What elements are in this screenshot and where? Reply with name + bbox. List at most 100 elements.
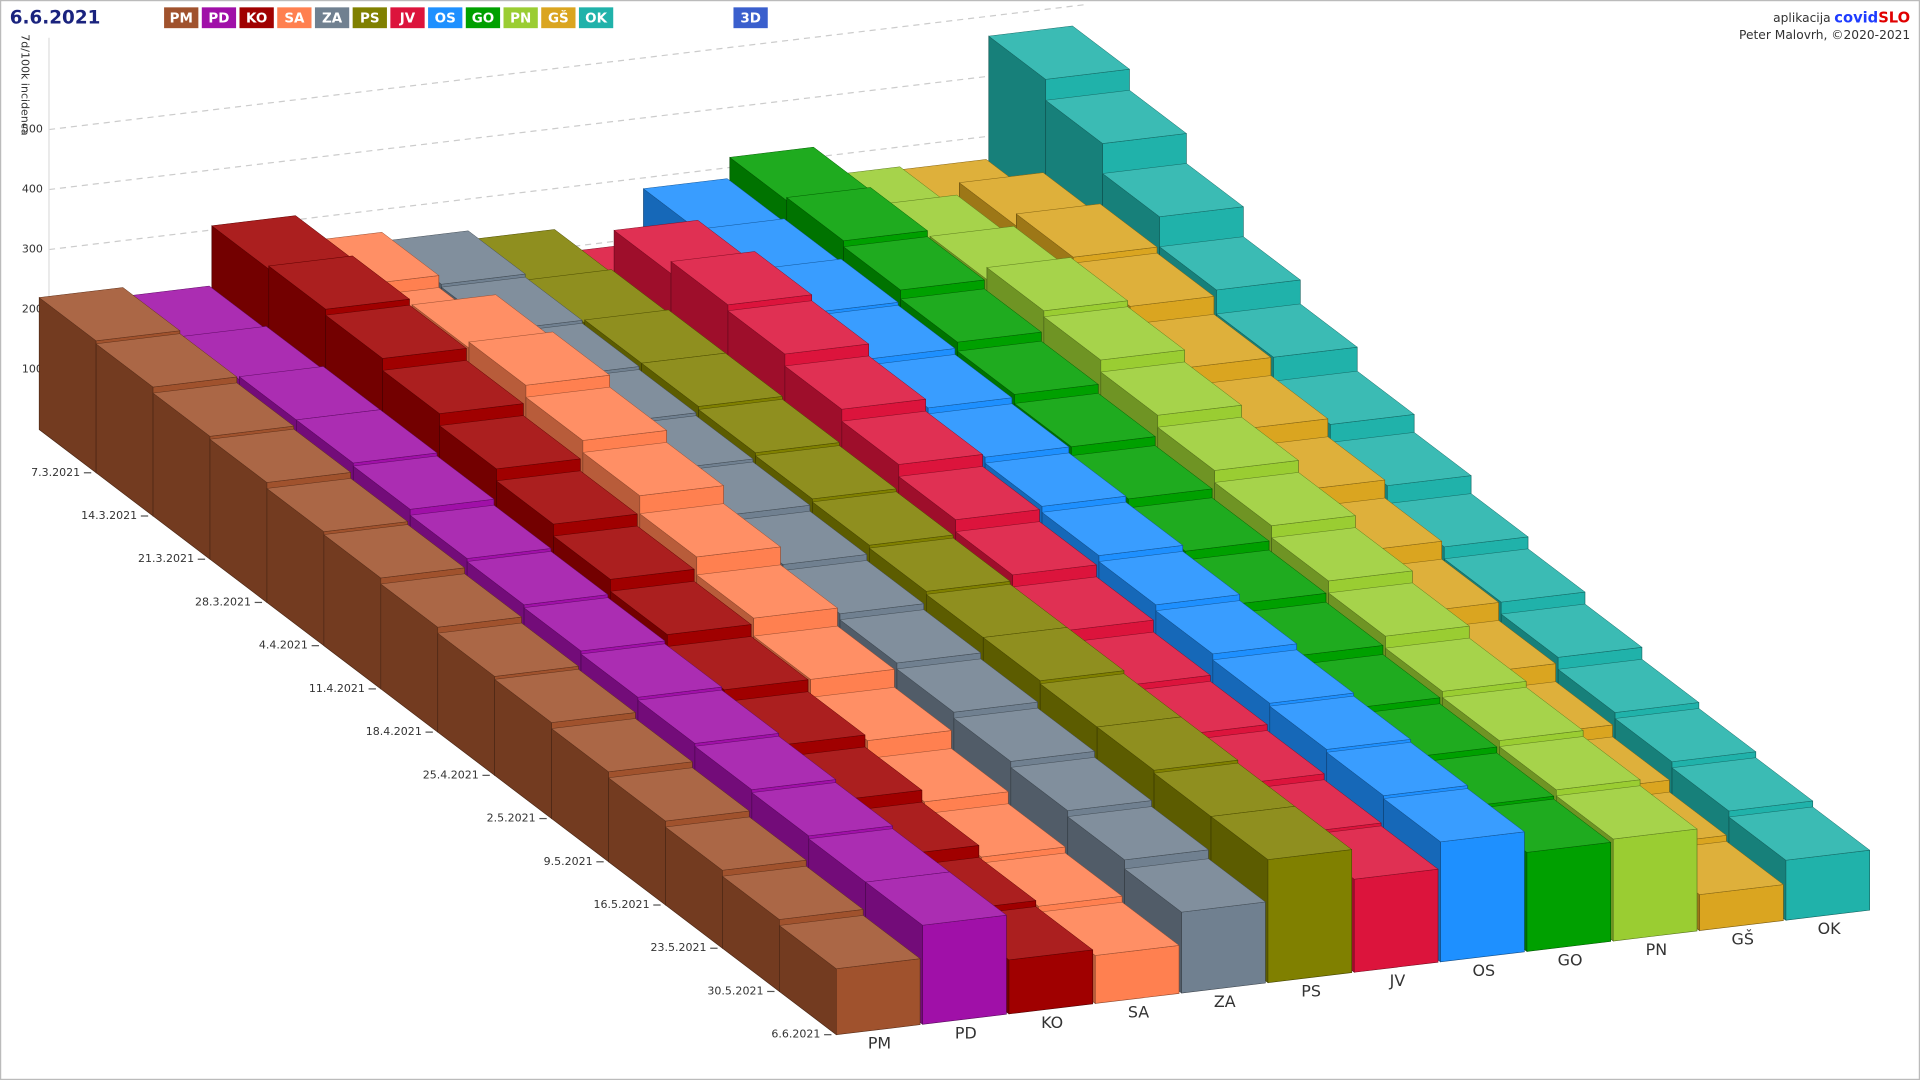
bar-top-face [382, 360, 524, 414]
legend-label[interactable]: PS [360, 11, 380, 26]
legend-swatch[interactable] [201, 7, 237, 29]
bar-front-face [1008, 949, 1094, 1015]
grid-line [48, 124, 1085, 251]
legend-label[interactable]: ZA [322, 11, 343, 26]
bar-top-face [1269, 695, 1412, 750]
bar-top-face [468, 331, 611, 386]
legend-swatch[interactable] [578, 7, 614, 29]
legend-label[interactable]: PD [208, 11, 229, 26]
bar-top-face [525, 386, 668, 441]
bar-top-face [466, 551, 609, 606]
bar-top-face [956, 340, 1099, 395]
chart-title: 6.6.2021 [10, 7, 101, 28]
mode-button-label[interactable]: 3D [740, 11, 761, 26]
legend-label[interactable]: JV [399, 11, 416, 26]
legend-label[interactable]: GŠ [548, 8, 569, 26]
legend-swatch[interactable] [164, 7, 199, 29]
date-label: 30.5.2021 [707, 984, 763, 997]
date-label: 18.4.2021 [366, 725, 422, 738]
date-label: 9.5.2021 [544, 855, 593, 868]
legend-swatch[interactable] [428, 7, 463, 29]
bar-top-face [899, 288, 1042, 343]
bar-top-face [152, 382, 295, 437]
grid-line [48, 64, 1085, 191]
legend-label[interactable]: PM [170, 11, 193, 26]
bar-top-face [1271, 527, 1413, 582]
legend-swatch[interactable] [239, 7, 274, 29]
bar-top-face [325, 304, 468, 359]
bar-top-face [1013, 393, 1156, 447]
bar-top-face [352, 455, 495, 510]
bar-top-face [696, 564, 839, 619]
bar-front-face [1440, 831, 1525, 963]
bar-top-face [1100, 361, 1243, 416]
bar-top-face [1096, 716, 1239, 771]
legend-label[interactable]: PN [510, 11, 531, 26]
date-label: 14.3.2021 [81, 509, 137, 522]
legend-label[interactable]: SA [284, 11, 305, 26]
legend-label[interactable]: GO [472, 11, 494, 26]
credit-author: Peter Malovrh, ©2020-2021 [1739, 28, 1910, 42]
legend-swatch[interactable] [503, 7, 538, 29]
bar-top-face [1067, 806, 1210, 861]
region-label: OK [1818, 919, 1842, 938]
bar-top-face [1098, 551, 1241, 606]
legend-swatch[interactable] [277, 7, 312, 29]
bar-top-face [1102, 163, 1244, 217]
bar-top-face [694, 736, 837, 790]
legend-swatch[interactable] [465, 7, 501, 29]
bar-top-face [266, 478, 409, 532]
legend-label[interactable]: OS [435, 11, 456, 26]
y-axis-label: 7d/100k incidenca [18, 34, 31, 135]
mode-button[interactable] [733, 7, 768, 29]
y-tick-label: 400 [22, 183, 43, 196]
legend-swatch[interactable] [314, 7, 350, 29]
bar-top-face [843, 236, 985, 291]
date-label: 6.6.2021 [771, 1028, 820, 1041]
bar-top-face [380, 573, 523, 628]
bar-top-face [1555, 785, 1698, 840]
legend-swatch[interactable] [390, 7, 425, 29]
bar-top-face [209, 428, 352, 483]
legend: PM PD KO SA ZA PS JV OS GO PN GŠ OK [164, 7, 614, 29]
bar-top-face [754, 445, 897, 500]
legend-swatch[interactable] [352, 7, 387, 29]
bar-top-face [1155, 600, 1298, 655]
bar-front-face [922, 914, 1007, 1025]
bar-front-face [1181, 901, 1266, 994]
bar-top-face [38, 287, 181, 342]
region-label: PS [1301, 982, 1321, 1001]
legend-swatch[interactable] [541, 7, 576, 29]
bar-front-face [1612, 828, 1698, 942]
bar-top-face [1043, 306, 1186, 361]
region-label: PN [1646, 940, 1668, 959]
bar-top-face [778, 915, 921, 969]
bar [778, 915, 921, 1036]
credit-prefix: aplikacija [1773, 11, 1830, 25]
date-label: 2.5.2021 [487, 812, 536, 825]
bar-top-face [268, 255, 411, 310]
bar-front-face [836, 958, 921, 1036]
legend-label[interactable]: KO [246, 11, 267, 26]
bar-top-face [1443, 548, 1586, 603]
region-label: ZA [1214, 992, 1236, 1011]
bar-top-face [1124, 858, 1267, 913]
bar-top-face [1327, 582, 1470, 637]
credit-app-b: SLO [1878, 9, 1910, 26]
bar-top-face [609, 581, 752, 635]
bar-top-face [1498, 736, 1641, 791]
region-label: PM [868, 1034, 891, 1053]
bar-top-face [841, 410, 984, 465]
plot: 100 200 300 400 500 7.3.2021 14.3.2021 21.3.202… [22, 4, 1871, 1053]
region-label: SA [1128, 1002, 1149, 1021]
bar-top-face [1041, 501, 1184, 556]
region-label: GO [1558, 950, 1583, 969]
bar-top-face [551, 718, 693, 773]
bar-top-face [607, 767, 750, 822]
legend-label[interactable]: OK [585, 11, 607, 26]
bar-front-face [1353, 868, 1439, 973]
region-label: KO [1041, 1013, 1063, 1032]
bar-top-face [1557, 659, 1700, 713]
date-label: 4.4.2021 [259, 639, 308, 652]
bar-top-face [1441, 687, 1584, 741]
